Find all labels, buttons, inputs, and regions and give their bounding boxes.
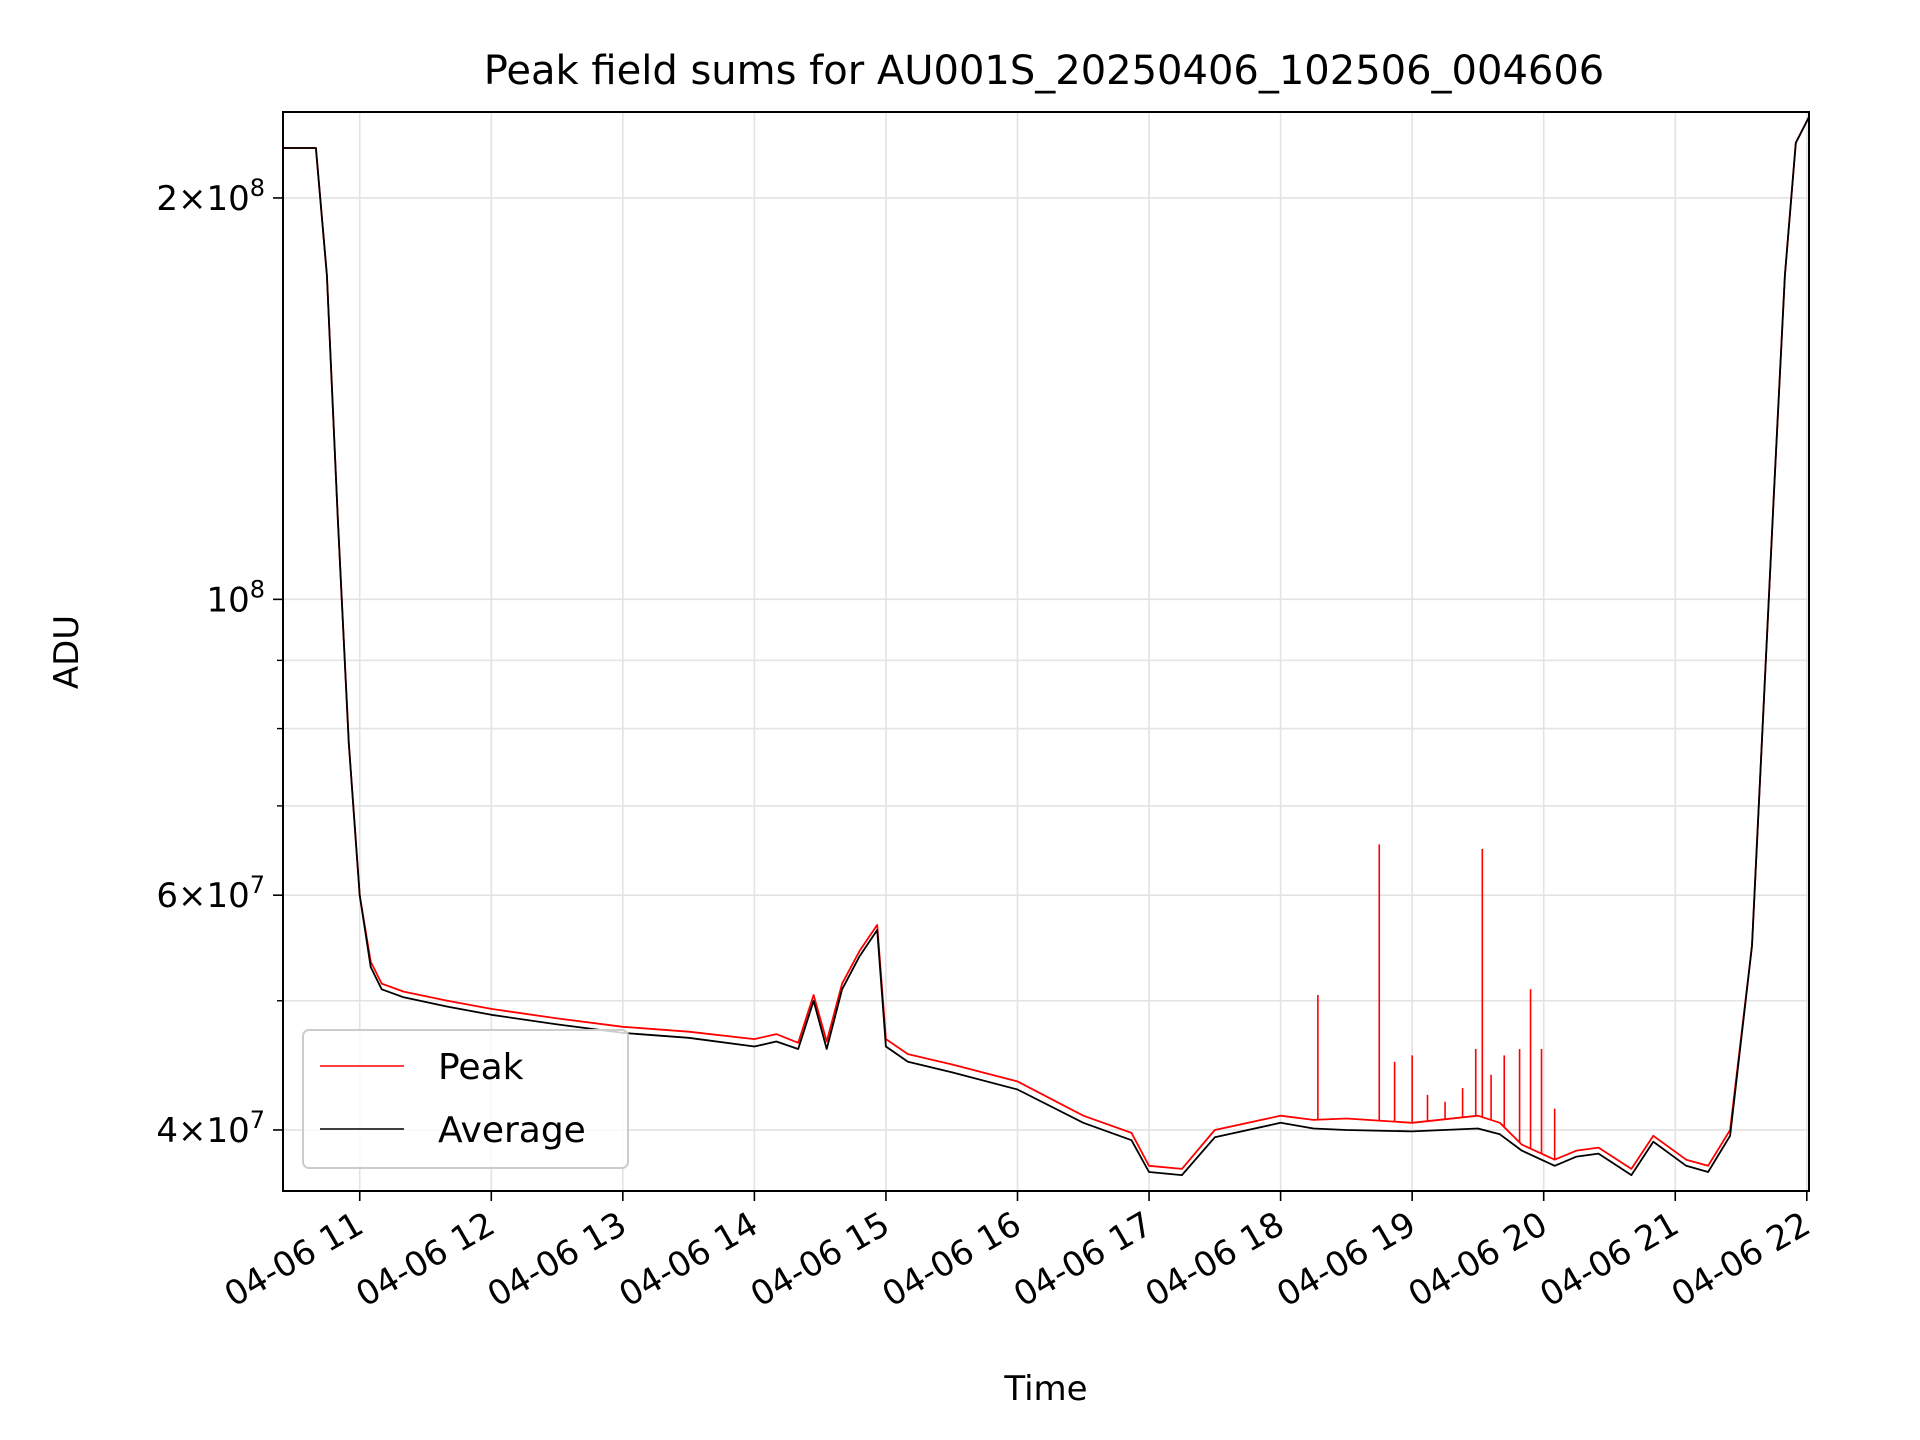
series-line-average — [283, 116, 1809, 1176]
legend-peak-label: Peak — [438, 1047, 524, 1088]
y-tick-label: 108 — [206, 575, 265, 620]
y-tick-label: 2×108 — [156, 174, 265, 219]
plot-frame — [282, 111, 1810, 1192]
y-tick-label: 4×107 — [156, 1106, 265, 1151]
x-axis-label: Time — [1003, 1369, 1087, 1409]
series-layer — [283, 116, 1809, 1176]
y-tick-label: 6×107 — [156, 871, 265, 916]
series-line-peak — [283, 116, 1809, 1170]
y-axis-ticks: 4×107 6×107 108 2×108 — [156, 174, 283, 1151]
legend-box — [302, 1029, 629, 1169]
grid — [283, 112, 1809, 1191]
y-axis-label: ADU — [47, 615, 87, 689]
legend-average-label: Average — [438, 1110, 586, 1151]
legend: Peak Average — [302, 1029, 629, 1169]
chart-title: Peak field sums for AU001S_20250406_1025… — [484, 48, 1605, 94]
